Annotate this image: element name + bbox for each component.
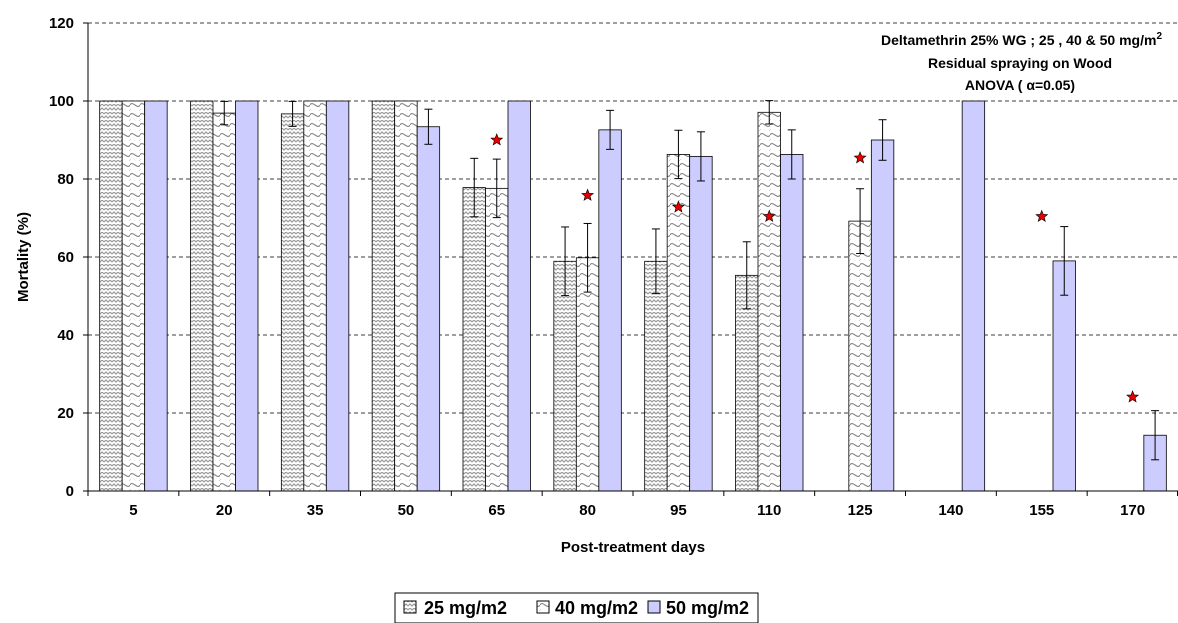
- x-tick-label: 20: [216, 502, 233, 519]
- legend-swatch-40: [536, 600, 550, 614]
- y-tick-label: 80: [57, 171, 74, 188]
- bar-25-mg-m2-day-95: [644, 260, 668, 492]
- x-tick-label: 5: [129, 502, 137, 519]
- y-tick-label: 20: [57, 405, 74, 422]
- bar-50-mg-m2-day-110: [780, 154, 804, 492]
- bar-40-mg-m2-day-50: [394, 100, 418, 492]
- bar-40-mg-m2-day-80: [575, 257, 600, 492]
- legend-box: [394, 592, 759, 623]
- error-bars: [220, 100, 1160, 461]
- annotation-line-2: Residual spraying on Wood: [928, 55, 1112, 71]
- y-axis-title: Mortality (%): [15, 212, 32, 302]
- significance-star-icon: [581, 188, 595, 201]
- x-tick-label: 110: [757, 502, 781, 519]
- significance-star-icon: [762, 209, 776, 222]
- y-tick-label: 120: [49, 15, 74, 32]
- bar-50-mg-m2-day-140: [961, 100, 986, 492]
- bar-50-mg-m2-day-80: [598, 129, 622, 492]
- legend-label-50: 50 mg/m2: [666, 598, 749, 618]
- bar-25-mg-m2-day-5: [99, 100, 123, 492]
- legend-label-25: 25 mg/m2: [424, 598, 507, 618]
- bar-50-mg-m2-day-20: [235, 100, 259, 492]
- bars: [99, 100, 1167, 492]
- annotation-line-3: ANOVA ( α=0.05): [965, 77, 1075, 93]
- bar-40-mg-m2-day-5: [121, 100, 146, 492]
- bar-40-mg-m2-day-35: [303, 100, 327, 492]
- bar-40-mg-m2-day-20: [212, 112, 236, 492]
- bar-50-mg-m2-day-35: [325, 100, 350, 492]
- x-tick-label: 35: [307, 502, 324, 519]
- bar-25-mg-m2-day-35: [280, 113, 305, 492]
- x-tick-label: 140: [938, 502, 963, 519]
- legend: 25 mg/m2 40 mg/m2 50 mg/m2: [394, 592, 759, 623]
- significance-star-icon: [1126, 390, 1140, 403]
- bar-40-mg-m2-day-65: [485, 187, 509, 492]
- x-axis-title: Post-treatment days: [561, 539, 705, 556]
- legend-swatch-25: [403, 600, 417, 614]
- x-tick-label: 125: [848, 502, 873, 519]
- y-tick-label: 60: [57, 249, 74, 266]
- y-tick-label: 0: [66, 483, 74, 500]
- significance-star-icon: [671, 200, 685, 213]
- bar-50-mg-m2-day-125: [870, 139, 895, 492]
- y-tick-label: 100: [49, 93, 74, 110]
- x-tick-label: 95: [670, 502, 687, 519]
- significance-markers: [490, 133, 1140, 403]
- chart-annotation: Deltamethrin 25% WG ; 25 , 40 & 50 mg/m2…: [881, 31, 1162, 93]
- bar-50-mg-m2-day-50: [416, 126, 441, 492]
- legend-swatch-50: [647, 600, 661, 614]
- y-tick-label: 40: [57, 327, 74, 344]
- x-tick-label: 65: [488, 502, 505, 519]
- annotation-line-1: Deltamethrin 25% WG ; 25 , 40 & 50 mg/m2: [881, 31, 1162, 48]
- significance-star-icon: [1035, 209, 1049, 222]
- legend-label-40: 40 mg/m2: [555, 598, 638, 618]
- significance-star-icon: [490, 133, 504, 146]
- bar-25-mg-m2-day-20: [190, 100, 214, 492]
- bar-25-mg-m2-day-65: [462, 187, 486, 492]
- y-tick-labels: 0 20 40 60 80 100 120: [49, 15, 88, 500]
- x-tick-label: 155: [1029, 502, 1054, 519]
- bar-50-mg-m2-day-5: [144, 100, 168, 492]
- x-tick-labels: 5 20 35 50 65 80 95 110 125 140 155 170: [87, 491, 1178, 519]
- bar-25-mg-m2-day-50: [371, 100, 396, 492]
- bar-50-mg-m2-day-95: [689, 155, 713, 492]
- x-tick-label: 50: [398, 502, 415, 519]
- bar-50-mg-m2-day-65: [507, 100, 531, 492]
- significance-star-icon: [853, 151, 867, 164]
- bar-40-mg-m2-day-125: [848, 220, 872, 492]
- x-tick-label: 80: [579, 502, 596, 519]
- bar-40-mg-m2-day-110: [757, 111, 781, 492]
- x-tick-label: 170: [1120, 502, 1145, 519]
